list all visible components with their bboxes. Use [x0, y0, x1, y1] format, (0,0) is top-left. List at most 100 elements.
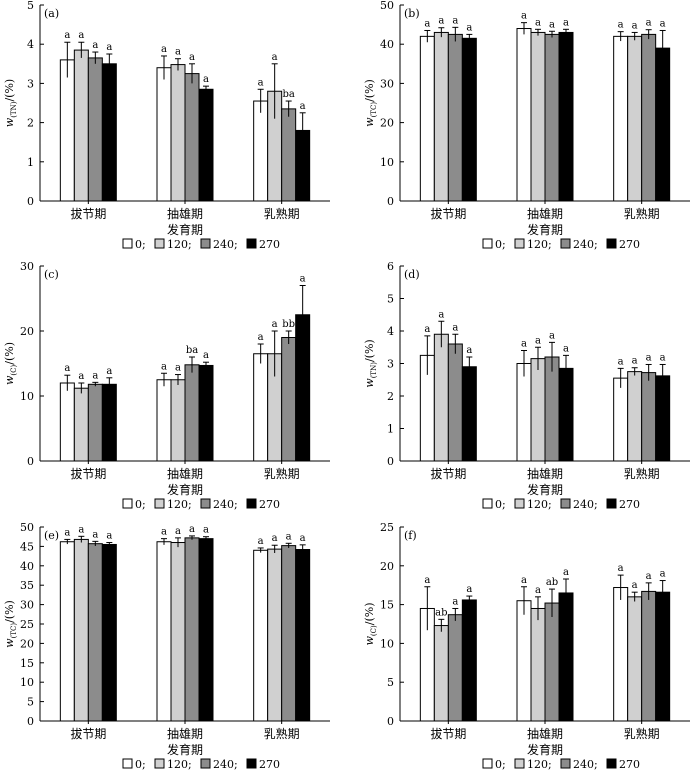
- significance-letter: a: [660, 18, 666, 29]
- y-tick-label: 50: [380, 0, 394, 12]
- x-tick-label: 抽雄期: [167, 206, 203, 221]
- y-tick-label: 5: [387, 293, 394, 306]
- legend-swatch: [560, 758, 571, 769]
- significance-letter: a: [466, 22, 472, 33]
- significance-letter: a: [203, 350, 209, 361]
- x-tick-label: 乳熟期: [624, 726, 660, 741]
- x-axis-title: 发育期: [527, 222, 563, 237]
- significance-letter: a: [438, 309, 444, 320]
- legend-swatch: [246, 758, 257, 769]
- bar: [558, 592, 574, 722]
- y-tick-label: 10: [380, 156, 394, 169]
- y-tick-label: 0: [27, 715, 34, 728]
- legend-label: 0;: [495, 498, 506, 511]
- y-tick-label: 0: [387, 455, 394, 468]
- significance-letter: a: [106, 531, 112, 542]
- legend-label: 0;: [135, 758, 146, 771]
- significance-letter: a: [92, 529, 98, 540]
- panel-label: (b): [404, 7, 420, 20]
- legend-swatch: [246, 238, 257, 249]
- y-axis-title: w(TC)/(%): [363, 79, 378, 127]
- x-tick-label: 拔节期: [70, 466, 106, 481]
- x-tick-label: 乳熟期: [264, 466, 300, 481]
- legend-swatch: [122, 498, 133, 509]
- y-axis-title-unit: /(%): [3, 600, 16, 623]
- bar: [184, 73, 200, 202]
- significance-letter: a: [632, 20, 638, 31]
- legend-label: 0;: [495, 758, 506, 771]
- x-tick-label: 拔节期: [70, 206, 106, 221]
- y-tick-label: 3: [27, 77, 34, 90]
- legend-swatch: [246, 498, 257, 509]
- significance-letter: a: [535, 17, 541, 28]
- y-tick-label: 3: [387, 358, 394, 371]
- legend-swatch: [606, 498, 617, 509]
- bar: [655, 591, 671, 722]
- x-axis-title: 发育期: [527, 482, 563, 497]
- significance-letter: a: [549, 19, 555, 30]
- bar: [447, 33, 463, 202]
- significance-letter: a: [203, 74, 209, 85]
- legend-swatch: [200, 758, 211, 769]
- significance-letter: a: [258, 332, 264, 343]
- significance-letter: a: [300, 101, 306, 112]
- y-axis-title: w(TN)/(%): [363, 339, 378, 387]
- bar: [516, 28, 532, 202]
- legend-swatch: [514, 758, 525, 769]
- bar: [170, 379, 186, 462]
- legend-label: 120;: [527, 758, 552, 771]
- chart-panel: 0510152025(f)w(C)/(%)拔节期aabaa抽雄期aaaba乳熟期…: [363, 521, 690, 771]
- significance-letter: a: [272, 533, 278, 544]
- significance-letter: a: [300, 533, 306, 544]
- x-tick-label: 乳熟期: [264, 726, 300, 741]
- x-axis-title: 发育期: [167, 742, 203, 757]
- y-tick-label: 0: [387, 715, 394, 728]
- bar: [613, 377, 629, 462]
- y-axis-title: w(C)/(%): [363, 603, 378, 646]
- x-tick-label: 抽雄期: [527, 726, 563, 741]
- bar: [101, 63, 117, 202]
- significance-letter: a: [521, 575, 527, 586]
- bar: [544, 356, 560, 462]
- significance-letter: a: [521, 11, 527, 22]
- bar: [101, 383, 117, 462]
- significance-letter: a: [632, 580, 638, 591]
- significance-letter: a: [618, 356, 624, 367]
- bar: [170, 64, 186, 202]
- bar: [198, 538, 214, 722]
- y-tick-label: 35: [20, 579, 34, 592]
- significance-letter: a: [92, 40, 98, 51]
- significance-letter: a: [203, 525, 209, 536]
- significance-letter: a: [618, 563, 624, 574]
- x-tick-label: 拔节期: [70, 726, 106, 741]
- legend-label: 240;: [213, 238, 238, 251]
- significance-letter: a: [189, 524, 195, 535]
- bar: [627, 371, 643, 462]
- bar: [461, 37, 477, 202]
- significance-letter: a: [258, 77, 264, 88]
- y-tick-label: 20: [20, 637, 34, 650]
- y-axis-title-unit: /(%): [363, 79, 376, 102]
- x-tick-label: 抽雄期: [167, 466, 203, 481]
- y-axis-title-sub: (C): [370, 625, 378, 636]
- bar: [530, 358, 546, 462]
- x-tick-label: 乳熟期: [624, 466, 660, 481]
- y-axis-title-sub: (TC): [370, 102, 378, 118]
- y-axis-title-sub: (TN): [10, 101, 18, 118]
- significance-letter: a: [563, 567, 569, 578]
- significance-letter: a: [78, 524, 84, 535]
- legend-swatch: [514, 238, 525, 249]
- y-tick-label: 10: [20, 676, 34, 689]
- bar: [253, 353, 269, 462]
- significance-letter: bb: [282, 319, 295, 330]
- x-tick-label: 抽雄期: [527, 466, 563, 481]
- x-tick-label: 乳熟期: [264, 206, 300, 221]
- y-tick-label: 50: [20, 521, 34, 534]
- significance-letter: a: [78, 30, 84, 41]
- x-tick-label: 拔节期: [430, 726, 466, 741]
- y-tick-label: 6: [387, 260, 394, 273]
